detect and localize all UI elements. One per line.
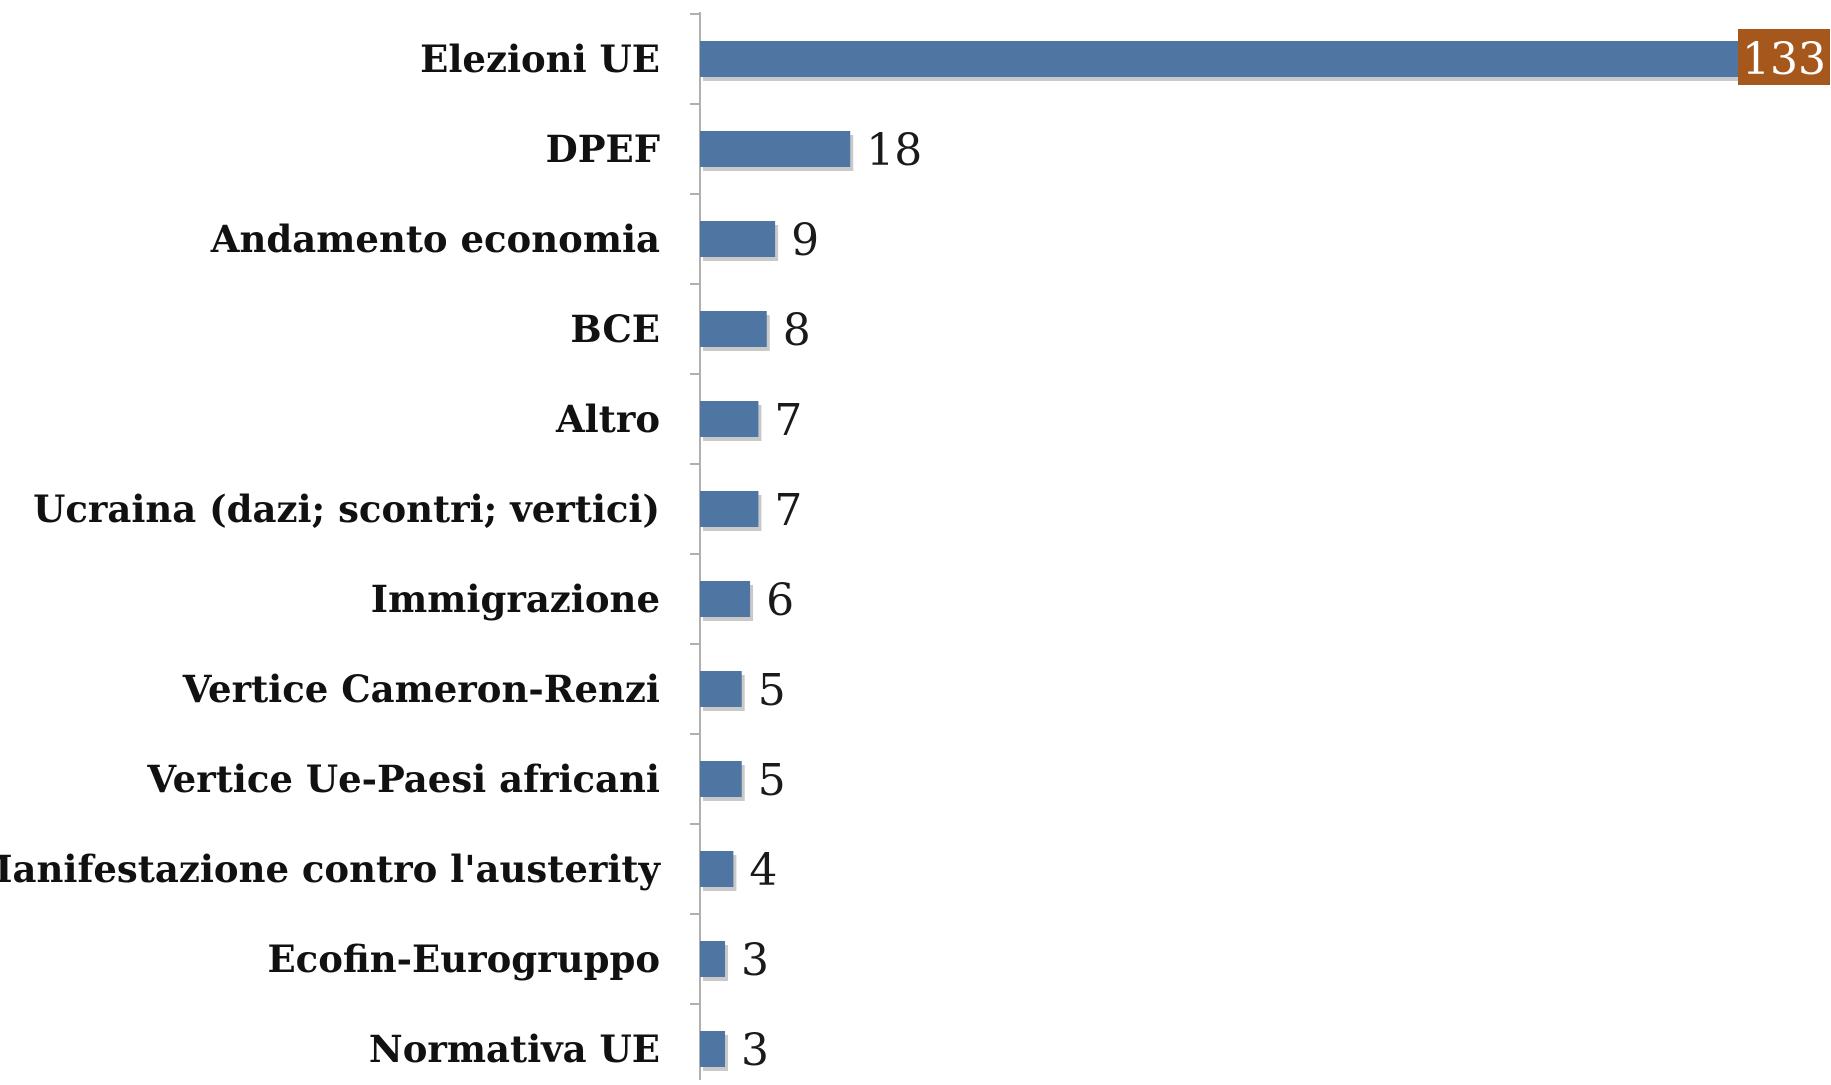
value-label-altro: 7 [774, 395, 802, 446]
value-label-vertice-ue-paesi-africani: 5 [758, 755, 786, 806]
y-axis-ticks [690, 13, 700, 1005]
value-label-immigrazione: 6 [766, 575, 794, 626]
bar-manifestazione-contro-l-austerity [700, 851, 734, 887]
bars-group [700, 41, 1813, 1071]
bar-dpef [700, 131, 851, 167]
category-label-bce: BCE [570, 307, 660, 351]
category-label-ecofin-eurogruppo: Ecofin-Eurogruppo [267, 937, 660, 981]
value-label-dpef: 18 [866, 125, 922, 176]
value-label-bce: 8 [783, 305, 811, 356]
category-label-vertice-ue-paesi-africani: Vertice Ue-Paesi africani [146, 757, 660, 801]
category-label-vertice-cameron-renzi: Vertice Cameron-Renzi [182, 667, 660, 711]
value-label-manifestazione-contro-l-austerity: 4 [749, 845, 777, 896]
bar-elezioni-ue [700, 41, 1810, 77]
category-labels: Elezioni UE DPEF Andamento economia BCE Altr… [0, 37, 661, 1071]
category-label-ucraina-dazi-scontri-vertici: Ucraina (dazi; scontri; vertici) [33, 487, 660, 531]
bar-vertice-cameron-renzi [700, 671, 742, 707]
bar-ucraina-dazi-scontri-vertici [700, 491, 759, 527]
value-label-ucraina-dazi-scontri-vertici: 7 [774, 485, 802, 536]
bar-normativa-ue [700, 1031, 726, 1067]
bar-altro [700, 401, 759, 437]
value-label-andamento-economia: 9 [791, 215, 819, 266]
value-label-normativa-ue: 3 [741, 1025, 769, 1076]
category-label-normativa-ue: Normativa UE [369, 1027, 660, 1071]
value-labels: 133 18 9 8 7 7 6 5 5 4 3 3 [741, 29, 1830, 1076]
bar-vertice-ue-paesi-africani [700, 761, 742, 797]
category-label-immigrazione: Immigrazione [371, 577, 660, 621]
value-label-elezioni-ue: 133 [1742, 34, 1826, 85]
bar-immigrazione [700, 581, 751, 617]
category-label-andamento-economia: Andamento economia [210, 217, 660, 261]
bar-andamento-economia [700, 221, 776, 257]
category-label-dpef: DPEF [546, 127, 660, 171]
bar-bce [700, 311, 767, 347]
value-label-vertice-cameron-renzi: 5 [758, 665, 786, 716]
category-label-manifestazione-contro-l-austerity: Manifestazione contro l'austerity [0, 847, 661, 891]
value-label-box-elezioni-ue [1738, 29, 1830, 85]
category-label-altro: Altro [555, 397, 660, 441]
value-label-ecofin-eurogruppo: 3 [741, 935, 769, 986]
category-label-elezioni-ue: Elezioni UE [420, 37, 660, 81]
bar-ecofin-eurogruppo [700, 941, 726, 977]
